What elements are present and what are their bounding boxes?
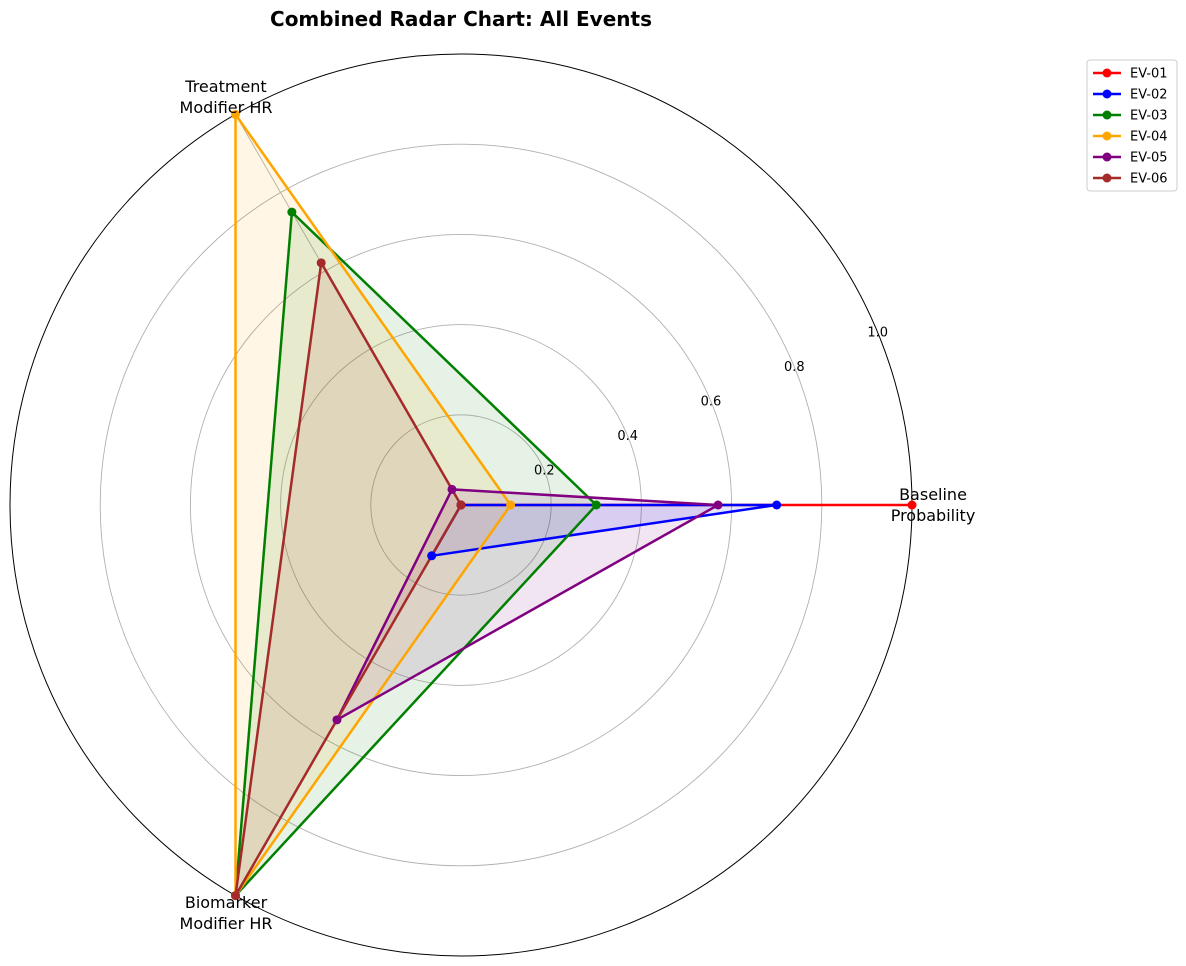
data-point-ev-01-0 [907,500,917,510]
data-point-ev-04-1 [231,109,240,119]
legend-label: EV-06 [1130,172,1168,187]
data-point-ev-06-0 [456,500,466,510]
data-point-ev-05-0 [713,500,723,510]
series-fill-ev-04 [235,114,511,896]
chart-title: Combined Radar Chart: All Events [270,7,652,31]
data-point-ev-05-1 [447,484,457,494]
series-fill-ev-03 [235,212,597,896]
legend-label: EV-01 [1130,67,1168,82]
radial-tick-label: 0.8 [784,360,805,375]
series-line-ev-05 [335,488,720,722]
radial-tick-label: 0.2 [534,463,555,478]
series-points [231,109,917,901]
radial-tick-label: 0.6 [701,394,722,409]
axis-label-line: Treatment [184,77,266,96]
legend-label: EV-03 [1130,109,1168,124]
data-point-ev-06-1 [316,258,326,268]
series-line-ev-06 [234,261,463,897]
data-point-ev-03-1 [287,207,297,217]
series-lines [234,113,914,897]
radial-tick-label: 0.4 [617,429,638,444]
axis-label: Biomarker Modifier HR [180,893,273,933]
legend-swatch-marker [1102,131,1112,141]
series-fill-ev-05 [337,489,719,720]
legend-label: EV-02 [1130,88,1168,103]
legend-swatch-marker [1102,173,1112,183]
axis-label: Treatment Modifier HR [180,77,273,117]
data-point-ev-02-0 [772,500,782,510]
data-point-ev-05-2 [332,715,342,725]
legend-label: EV-04 [1130,130,1168,145]
data-point-ev-02-2 [427,551,437,561]
series-line-ev-03 [234,210,598,897]
radial-tick-label: 1.0 [867,325,888,340]
axis-label: Baseline Probability [891,485,976,525]
axis-label-line: Probability [891,506,976,525]
data-point-ev-04-0 [506,500,516,510]
axis-label-line: Modifier HR [180,98,273,117]
legend-swatch-marker [1102,110,1112,120]
series-fill-ev-06 [235,262,461,896]
legend-label: EV-05 [1130,151,1168,166]
axis-label-line: Modifier HR [180,914,273,933]
legend-swatch-marker [1102,89,1112,99]
axis-label-line: Baseline [899,485,967,504]
data-point-ev-06-2 [231,891,240,901]
legend: EV-01 EV-02 EV-03 EV-04 EV-05 EV-06 [1086,59,1178,192]
axis-label-line: Biomarker [185,893,268,912]
legend-swatch-marker [1102,68,1112,78]
radial-tick-labels: 0.2 0.4 0.6 0.8 1.0 [534,325,888,478]
legend-swatch-marker [1102,152,1112,162]
data-point-ev-03-0 [591,500,601,510]
